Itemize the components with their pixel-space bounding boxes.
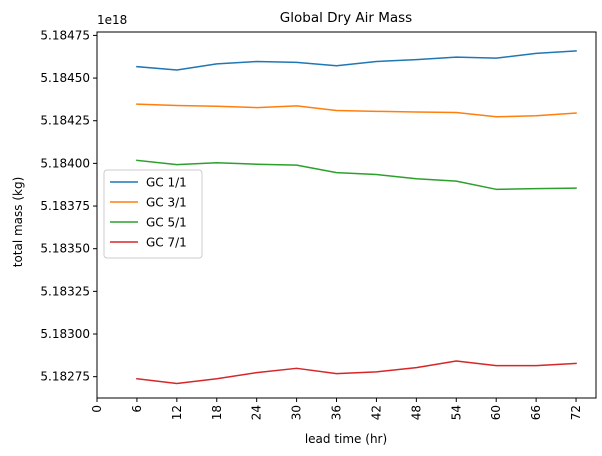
y-tick-label: 5.18325 <box>40 284 90 298</box>
series-line-gc-5-1 <box>136 159 577 191</box>
legend: GC 1/1 GC 3/1 GC 5/1 GC 7/1 <box>103 169 203 259</box>
y-tick-label: 5.18275 <box>40 370 90 384</box>
x-tick-label: 42 <box>369 405 383 420</box>
series-line-gc-3-1 <box>136 103 577 118</box>
y-axis-label: total mass (kg) <box>11 177 25 268</box>
series-line-gc-1-1 <box>136 50 577 71</box>
legend-label: GC 5/1 <box>146 216 187 230</box>
legend-label: GC 3/1 <box>146 196 187 210</box>
series-line-gc-7-1 <box>136 360 577 385</box>
x-tick-label: 24 <box>250 405 264 420</box>
legend-box <box>103 169 203 259</box>
y-tick-label: 5.18300 <box>40 327 90 341</box>
x-tick-label: 18 <box>210 405 224 420</box>
y-tick-label: 5.18475 <box>40 28 90 42</box>
chart-title: Global Dry Air Mass <box>280 10 412 26</box>
y-tick-label: 5.18350 <box>40 242 90 256</box>
x-tick-label: 12 <box>170 405 184 420</box>
y-tick-label: 5.18425 <box>40 114 90 128</box>
legend-label: GC 7/1 <box>146 236 187 250</box>
x-tick-label: 48 <box>409 405 423 420</box>
y-tick-label: 5.18450 <box>40 71 90 85</box>
y-axis-offset-label: 1e18 <box>97 13 127 27</box>
x-tick-label: 60 <box>489 405 503 420</box>
y-tick-label: 5.18375 <box>40 199 90 213</box>
x-tick-label: 66 <box>529 405 543 420</box>
x-tick-label: 72 <box>569 405 583 420</box>
y-tick-label: 5.18400 <box>40 156 90 170</box>
plot-frame <box>96 31 597 399</box>
series-lines <box>136 50 577 385</box>
x-tick-label: 54 <box>449 405 463 420</box>
x-tick-label: 0 <box>90 405 104 413</box>
x-tick-label: 36 <box>330 405 344 420</box>
x-tick-label: 30 <box>290 405 304 420</box>
x-axis-label: lead time (hr) <box>305 432 387 446</box>
axis-ticks: 0 6 12 18 24 30 36 42 48 54 60 66 72 5.18275 5.18300 5.… <box>40 28 583 420</box>
x-tick-label: 6 <box>130 405 144 413</box>
legend-label: GC 1/1 <box>146 176 187 190</box>
